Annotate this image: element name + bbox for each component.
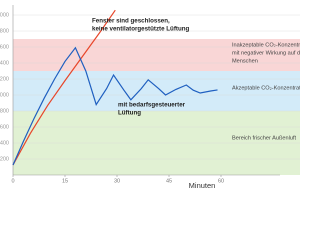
y-tick-label: 1800 [0,28,9,34]
y-tick-label: 1000 [0,92,9,98]
y-tick-label: 200 [0,156,9,162]
y-tick-label: 2000 [0,12,9,18]
band-label: Inakzeptable CO₂-Konzentration [232,42,300,48]
y-tick-label: 800 [0,108,9,114]
line [12,46,218,166]
band-label: Akzeptable CO₂-Konzentration [232,85,300,91]
y-tick-label: 600 [0,124,9,130]
chart: Inakzeptable CO₂-Konzentration mit negati… [0,5,300,190]
y-tick-label: 1400 [0,60,9,66]
x-tick-label: 30 [114,178,120,184]
x-axis-label: Minuten [189,181,216,190]
band [13,71,300,111]
line [12,9,116,166]
x-tick-label: 45 [166,178,172,184]
annotation: Lüftung [118,110,141,117]
y-tick-label: 1200 [0,76,9,82]
band-label: Bereich frischer Außenluft [232,135,296,141]
x-tick-label: 60 [218,178,224,184]
y-tick-label: 1600 [0,44,9,50]
band [13,39,300,71]
annotation: Fenster sind geschlossen, [92,18,170,25]
band-label: Menschen [232,58,258,64]
annotation: mit bedarfsgesteuerter [118,102,186,109]
annotation: keine ventilatorgestützte Lüftung [92,26,190,33]
y-tick-label: 400 [0,140,9,146]
x-tick-label: 0 [11,178,14,184]
band-label: mit negativer Wirkung auf den [232,50,300,56]
x-tick-label: 15 [62,178,68,184]
